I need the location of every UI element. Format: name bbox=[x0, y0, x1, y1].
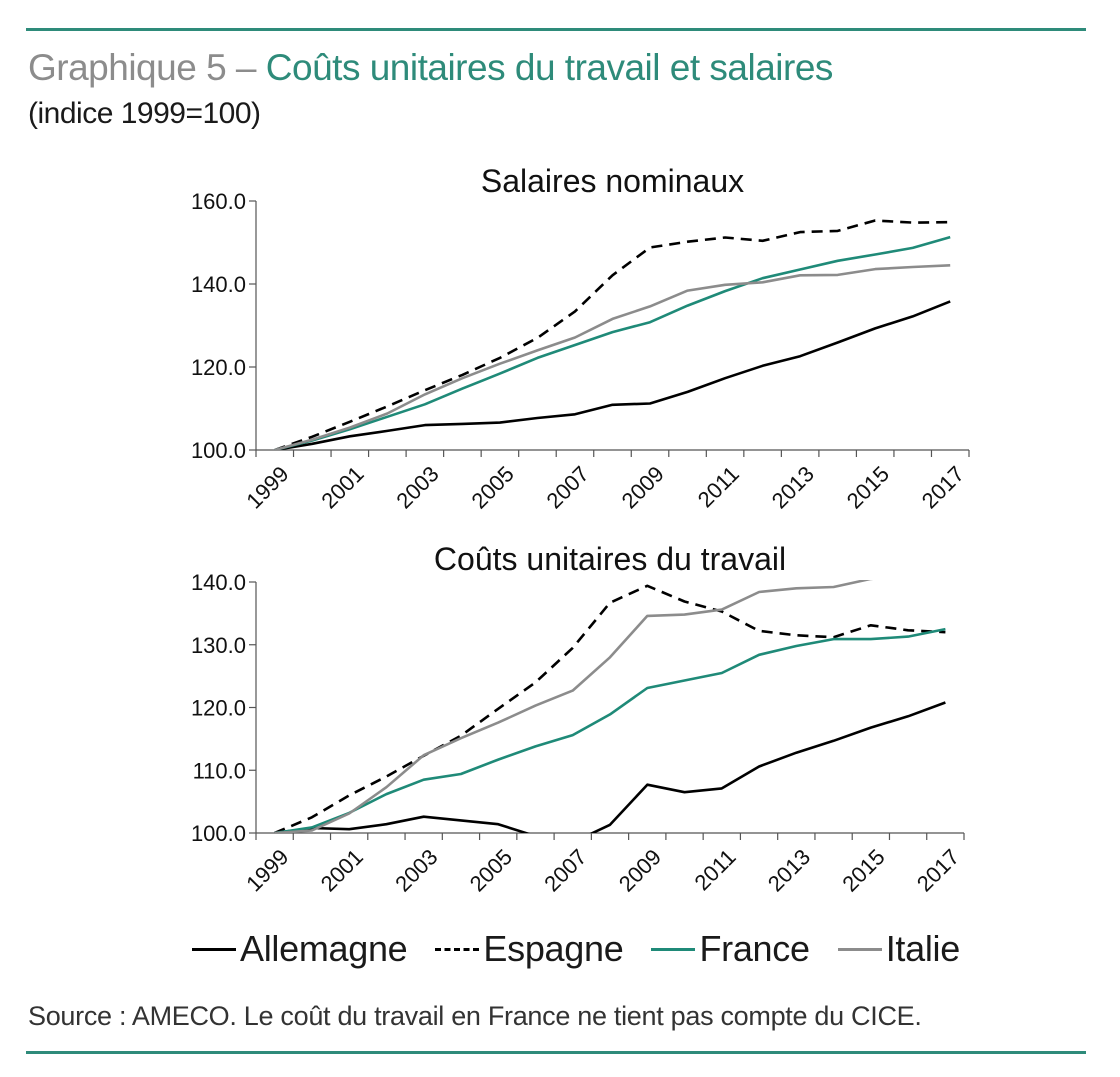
figure-number: Graphique 5 – bbox=[28, 47, 266, 88]
x-tick-label: 2001 bbox=[316, 844, 368, 896]
x-tick-label: 2007 bbox=[542, 461, 594, 513]
x-tick-label: 2013 bbox=[767, 461, 819, 513]
figure-name: Coûts unitaires du travail et salaires bbox=[265, 47, 834, 88]
figure-title: Graphique 5 – Coûts unitaires du travail… bbox=[28, 46, 833, 90]
series-line-allemagne bbox=[274, 701, 946, 833]
x-tick-label: 2007 bbox=[539, 844, 591, 896]
legend-swatch-france bbox=[651, 947, 696, 951]
series-line-italie bbox=[274, 264, 951, 450]
y-tick-label: 120.0 bbox=[191, 355, 246, 380]
legend-label-france: France bbox=[699, 928, 810, 969]
series-line-allemagne bbox=[274, 300, 951, 450]
figure-subtitle: (indice 1999=100) bbox=[28, 97, 261, 130]
y-tick-label: 100.0 bbox=[191, 438, 246, 463]
y-tick-label: 160.0 bbox=[191, 189, 246, 214]
series-line-espagne bbox=[274, 584, 946, 833]
y-tick-label: 120.0 bbox=[191, 696, 246, 721]
legend: Allemagne Espagne France Italie bbox=[192, 924, 988, 974]
series-line-italie bbox=[274, 580, 874, 833]
x-tick-label: 2005 bbox=[466, 461, 518, 513]
x-tick-label: 2009 bbox=[617, 461, 669, 513]
x-tick-label: 2009 bbox=[614, 844, 666, 896]
x-tick-label: 2003 bbox=[390, 844, 442, 896]
x-tick-label: 2013 bbox=[763, 844, 815, 896]
x-tick-label: 2017 bbox=[912, 844, 964, 896]
y-tick-label: 140.0 bbox=[191, 570, 246, 595]
bottom-rule bbox=[26, 1051, 1086, 1054]
x-tick-label: 2011 bbox=[690, 844, 741, 895]
y-tick-label: 140.0 bbox=[191, 272, 246, 297]
x-tick-label: 2015 bbox=[837, 844, 889, 896]
y-tick-label: 110.0 bbox=[193, 758, 246, 783]
x-tick-label: 2015 bbox=[842, 461, 894, 513]
legend-label-espagne: Espagne bbox=[483, 928, 624, 969]
x-tick-label: 2001 bbox=[316, 461, 368, 513]
series-line-france bbox=[274, 235, 951, 450]
series-line-espagne bbox=[274, 219, 951, 450]
legend-swatch-italie bbox=[837, 947, 882, 951]
x-tick-label: 2005 bbox=[465, 844, 517, 896]
chart-couts-unitaires: Coûts unitaires du travail 100.0 110.0 120.… bbox=[191, 541, 965, 896]
chart-title: Salaires nominaux bbox=[481, 163, 744, 199]
x-tick-label: 2017 bbox=[917, 461, 969, 513]
series-line-france bbox=[274, 627, 946, 833]
y-tick-label: 130.0 bbox=[191, 633, 246, 658]
legend-label-italie: Italie bbox=[885, 928, 961, 969]
chart-salaires-nominaux: Salaires nominaux 100.0 120.0 140.0 160.0 199… bbox=[191, 163, 970, 513]
legend-item-italie: Italie bbox=[837, 928, 961, 970]
x-tick-label: 2011 bbox=[693, 461, 744, 512]
legend-swatch-espagne bbox=[435, 947, 480, 951]
x-tick-label: 2003 bbox=[391, 461, 443, 513]
x-tick-label: 1999 bbox=[241, 461, 293, 513]
y-tick-label: 100.0 bbox=[191, 821, 246, 846]
legend-item-france: France bbox=[651, 928, 810, 970]
legend-swatch-allemagne bbox=[192, 947, 236, 951]
source-note: Source : AMECO. Le coût du travail en Fr… bbox=[28, 1001, 922, 1031]
legend-label-allemagne: Allemagne bbox=[240, 928, 408, 969]
legend-item-allemagne: Allemagne bbox=[192, 928, 408, 970]
chart-title: Coûts unitaires du travail bbox=[434, 541, 786, 577]
top-rule bbox=[26, 28, 1086, 31]
x-tick-label: 1999 bbox=[241, 844, 293, 896]
legend-item-espagne: Espagne bbox=[435, 928, 624, 970]
